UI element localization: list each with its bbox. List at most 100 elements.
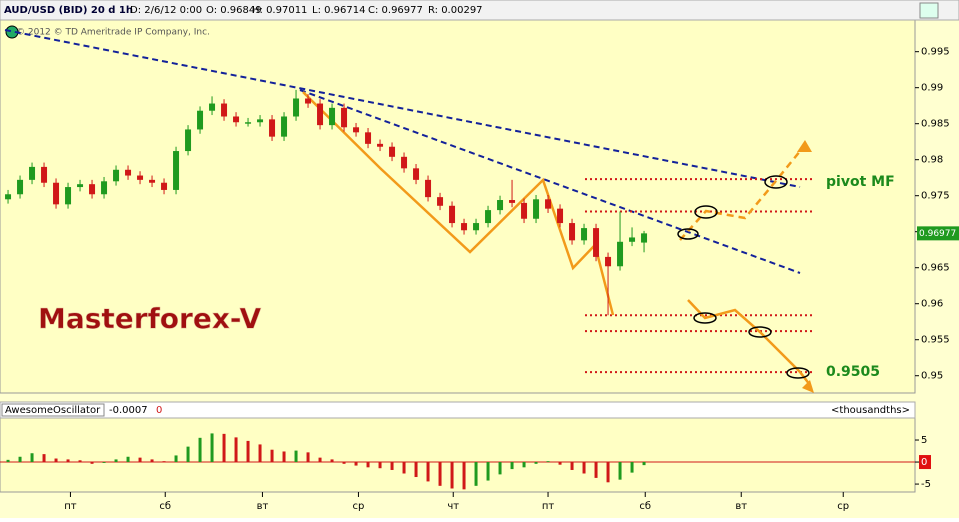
y-tick-label: -5 xyxy=(921,479,931,490)
watermark: Masterforex-V xyxy=(38,302,261,335)
copyright: © 2012 © TD Ameritrade IP Company, Inc. xyxy=(16,28,210,38)
open: O: 0.96849 xyxy=(206,5,262,16)
candle-body xyxy=(209,103,216,111)
candle-body xyxy=(533,199,540,219)
candle-body xyxy=(605,256,612,267)
pivot-label: pivot MF xyxy=(826,174,895,190)
oscillator-bar xyxy=(150,459,154,463)
x-tick-label: вт xyxy=(735,501,747,512)
low: L: 0.96714 xyxy=(312,5,365,16)
oscillator-bar xyxy=(138,457,142,463)
candle-body xyxy=(581,228,588,241)
oscillator-bar xyxy=(6,459,10,463)
candle-body xyxy=(293,98,300,117)
panel-button[interactable] xyxy=(919,2,939,19)
oscillator-bar xyxy=(330,459,334,463)
candle-body xyxy=(161,182,168,190)
date: D: 2/6/12 0:00 xyxy=(130,5,202,16)
candle-body xyxy=(65,187,72,205)
candle-body xyxy=(125,169,132,176)
candle-body xyxy=(437,197,444,206)
candle-body xyxy=(233,116,240,123)
oscillator-bar xyxy=(354,462,358,466)
field xyxy=(1,403,105,417)
candle-body xyxy=(641,233,648,243)
oscillator-bar xyxy=(222,433,226,463)
oscillator-bar xyxy=(462,462,466,490)
projection-up xyxy=(679,144,806,241)
oscillator-bar xyxy=(42,454,46,463)
oscillator-bar xyxy=(642,462,646,466)
y-tick-label: 5 xyxy=(921,435,927,446)
candle-body xyxy=(269,119,276,137)
oscillator-bar xyxy=(186,446,190,463)
candle-body xyxy=(557,208,564,224)
oscillator-bar xyxy=(546,461,550,463)
y-tick-label: 0.98 xyxy=(921,155,943,166)
oscillator-bar xyxy=(402,462,406,474)
oscillator-bar xyxy=(294,450,298,463)
range: R: 0.00297 xyxy=(428,5,483,16)
candle-body xyxy=(257,119,264,123)
oscillator-bar xyxy=(90,462,94,464)
oscillator-zero: 0 xyxy=(156,405,162,416)
oscillator-bar xyxy=(114,459,118,463)
oscillator-bar xyxy=(246,440,250,463)
candle-body xyxy=(305,98,312,104)
candle-body xyxy=(629,237,636,242)
oscillator-bar xyxy=(282,451,286,463)
arrow-head xyxy=(797,140,812,152)
candle-body xyxy=(545,199,552,209)
marker xyxy=(677,228,699,240)
oscillator-bar xyxy=(318,457,322,463)
x-tick-label: ср xyxy=(837,501,849,512)
oscillator-bar xyxy=(78,460,82,463)
marker xyxy=(694,205,718,219)
candle-body xyxy=(5,194,12,200)
oscillator-bar xyxy=(558,462,562,465)
oscillator-bar xyxy=(54,458,58,463)
oscillator-bar xyxy=(210,433,214,463)
candle-body xyxy=(449,205,456,224)
oscillator-panel xyxy=(0,417,916,493)
x-tick-label: сб xyxy=(639,501,651,512)
x-tick-label: чт xyxy=(447,501,459,512)
candle-body xyxy=(197,110,204,130)
oscillator-bar xyxy=(510,462,514,470)
oscillator-bar xyxy=(450,462,454,489)
oscillator-bar xyxy=(102,462,106,463)
candle-body xyxy=(401,156,408,169)
candle-body xyxy=(77,184,84,188)
candle-body xyxy=(509,200,516,203)
oscillator-bar xyxy=(438,462,442,486)
oscillator-bar xyxy=(258,444,262,463)
x-tick-label: пт xyxy=(64,501,77,512)
oscillator-bar xyxy=(414,462,418,478)
y-tick-label: 0.99 xyxy=(921,83,943,94)
x-tick-label: пт xyxy=(542,501,555,512)
oscillator-bar xyxy=(30,453,34,463)
candle-body xyxy=(245,122,252,124)
unit-label: <thousandths> xyxy=(831,405,910,416)
candle-body xyxy=(101,181,108,195)
candle-body xyxy=(173,151,180,190)
arrow-head xyxy=(802,380,814,393)
candle-body xyxy=(113,169,120,182)
oscillator-bar xyxy=(630,462,634,473)
y-tick-label: 0.95 xyxy=(921,371,943,382)
x-tick-label: вт xyxy=(257,501,269,512)
candle-body xyxy=(413,168,420,180)
candle-body xyxy=(281,116,288,137)
candle-body xyxy=(89,184,96,195)
oscillator-bar xyxy=(306,452,310,463)
candle-body xyxy=(341,107,348,128)
oscillator-bar xyxy=(486,462,490,481)
oscillator-bar xyxy=(426,462,430,482)
target-label: 0.9505 xyxy=(826,364,880,380)
candle-body xyxy=(521,202,528,219)
candle-body xyxy=(221,103,228,117)
oscillator-bar xyxy=(342,462,346,464)
candle-body xyxy=(365,132,372,144)
symbol: AUD/USD (BID) 20 d 1h xyxy=(4,5,133,16)
